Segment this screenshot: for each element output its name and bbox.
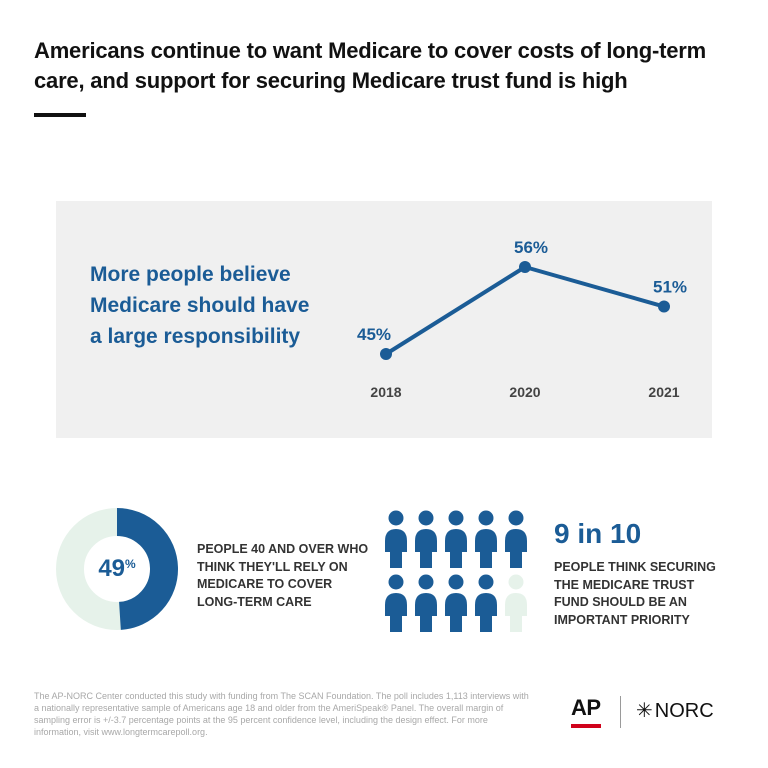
chart-headline: More people believe Medicare should have… bbox=[90, 263, 310, 348]
person-icon-filled bbox=[385, 510, 407, 568]
person-icon-filled bbox=[385, 574, 407, 632]
person-icon-filled bbox=[415, 510, 437, 568]
donut-chart: 49% bbox=[56, 508, 178, 630]
norc-logo-text: NORC bbox=[654, 700, 714, 722]
person-icon-filled bbox=[415, 574, 437, 632]
person-icon-empty bbox=[505, 574, 527, 632]
donut-value: 49% bbox=[56, 508, 178, 630]
donut-value-number: 49 bbox=[98, 555, 126, 582]
x-tick-label: 2020 bbox=[509, 384, 540, 400]
x-tick-label: 2021 bbox=[648, 384, 679, 400]
data-point bbox=[380, 348, 392, 360]
line-chart-panel: More people believe Medicare should have… bbox=[56, 201, 712, 438]
data-label: 56% bbox=[514, 238, 548, 257]
data-label: 51% bbox=[653, 278, 687, 297]
donut-stat-text: People 40 and over who think they'll rel… bbox=[197, 542, 369, 609]
people-icon-grid bbox=[385, 510, 527, 632]
footnote: The AP-NORC Center conducted this study … bbox=[34, 691, 529, 737]
donut-percent-sign: % bbox=[125, 557, 136, 571]
x-tick-label: 2018 bbox=[370, 384, 401, 400]
person-icon-filled bbox=[475, 510, 497, 568]
page-title: Americans continue to want Medicare to c… bbox=[34, 38, 706, 93]
data-point bbox=[658, 300, 670, 313]
person-icon-filled bbox=[505, 510, 527, 568]
series-line bbox=[384, 265, 665, 356]
person-icon-filled bbox=[445, 574, 467, 632]
data-point bbox=[519, 261, 531, 273]
data-label: 45% bbox=[357, 325, 391, 344]
people-stat-headline: 9 in 10 bbox=[554, 518, 642, 549]
line-chart: 45% 2018 56% 2020 51% 2021 bbox=[357, 238, 687, 400]
people-stat-text: People think securing the Medicare trust… bbox=[554, 560, 716, 627]
title-underline bbox=[34, 113, 86, 117]
ap-logo: AP bbox=[571, 695, 601, 720]
donut-value-arc bbox=[116, 508, 178, 630]
logo-divider bbox=[620, 696, 621, 728]
ap-logo-underline bbox=[571, 724, 601, 728]
norc-logo: ✳ NORC bbox=[636, 698, 714, 723]
person-icon-filled bbox=[445, 510, 467, 568]
norc-star-icon: ✳ bbox=[636, 700, 653, 722]
person-icon-filled bbox=[475, 574, 497, 632]
